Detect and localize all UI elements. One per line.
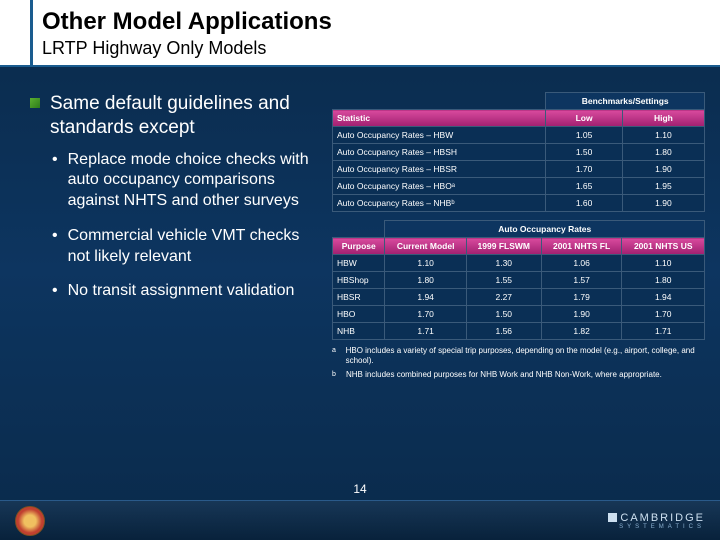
header: Other Model Applications LRTP Highway On… (0, 0, 720, 67)
table-header-row: Purpose Current Model 1999 FLSWM 2001 NH… (333, 238, 705, 255)
cell: 1.05 (546, 127, 623, 144)
cell: 1.70 (622, 306, 705, 323)
bullet-icon (30, 98, 40, 108)
table-row: Auto Occupancy Rates – HBSH1.501.80 (333, 144, 705, 161)
cell: 1.80 (622, 144, 704, 161)
logo-sub: SYSTEMATICS (608, 524, 705, 530)
footnotes: a HBO includes a variety of special trip… (332, 346, 705, 380)
footnote-text: HBO includes a variety of special trip p… (346, 346, 705, 367)
cell: 1.95 (622, 178, 704, 195)
cell: 1.70 (385, 306, 466, 323)
cell: 1.90 (541, 306, 622, 323)
cell: 1.56 (466, 323, 541, 340)
cell: 1.82 (541, 323, 622, 340)
cell: 1.94 (385, 289, 466, 306)
cell: HBO (333, 306, 385, 323)
benchmarks-table: Benchmarks/Settings Statistic Low High A… (332, 92, 705, 212)
col-header: 2001 NHTS US (622, 238, 705, 255)
cell: Auto Occupancy Rates – HBOᵃ (333, 178, 546, 195)
dot-icon: • (52, 281, 58, 302)
page-number: 14 (353, 482, 366, 496)
cell: 1.60 (546, 195, 623, 212)
footer: CAMBRIDGE SYSTEMATICS (0, 500, 720, 540)
col-header: 2001 NHTS FL (541, 238, 622, 255)
table-row: NHB1.711.561.821.71 (333, 323, 705, 340)
table-row: HBSR1.942.271.791.94 (333, 289, 705, 306)
cell: Auto Occupancy Rates – HBW (333, 127, 546, 144)
cell: HBW (333, 255, 385, 272)
cell: 1.55 (466, 272, 541, 289)
content: Same default guidelines and standards ex… (0, 67, 720, 393)
cell: 1.71 (385, 323, 466, 340)
cell: HBShop (333, 272, 385, 289)
bench-header: Benchmarks/Settings (546, 93, 705, 110)
logo-name: CAMBRIDGE (620, 512, 705, 524)
dot-icon: • (52, 226, 58, 268)
table-row: Auto Occupancy Rates – HBOᵃ1.651.95 (333, 178, 705, 195)
col-header: High (622, 110, 704, 127)
col-header: Low (546, 110, 623, 127)
cell: NHB (333, 323, 385, 340)
page-title: Other Model Applications (42, 8, 700, 36)
cell: 1.06 (541, 255, 622, 272)
cell: 1.57 (541, 272, 622, 289)
cell: 1.65 (546, 178, 623, 195)
footnote-sup: b (332, 370, 340, 380)
col-header: Statistic (333, 110, 546, 127)
cell: 1.80 (385, 272, 466, 289)
table-row: HBW1.101.301.061.10 (333, 255, 705, 272)
cell: Auto Occupancy Rates – NHBᵇ (333, 195, 546, 212)
main-bullet: Same default guidelines and standards ex… (30, 92, 320, 140)
sub-bullet-text: Replace mode choice checks with auto occ… (68, 150, 320, 212)
cell: 1.71 (622, 323, 705, 340)
cell: HBSR (333, 289, 385, 306)
left-column: Same default guidelines and standards ex… (30, 92, 320, 383)
cell: 1.94 (622, 289, 705, 306)
cambridge-logo: CAMBRIDGE SYSTEMATICS (608, 512, 705, 530)
col-header: Current Model (385, 238, 466, 255)
occupancy-table: Auto Occupancy Rates Purpose Current Mod… (332, 220, 705, 340)
page-subtitle: LRTP Highway Only Models (42, 38, 700, 59)
logo-box-icon (608, 513, 617, 522)
table-row: Auto Occupancy Rates – NHBᵇ1.601.90 (333, 195, 705, 212)
table-row: HBO1.701.501.901.70 (333, 306, 705, 323)
cell: 1.10 (622, 255, 705, 272)
table-row: Auto Occupancy Rates – HBW1.051.10 (333, 127, 705, 144)
cell: Auto Occupancy Rates – HBSH (333, 144, 546, 161)
sub-bullet-text: Commercial vehicle VMT checks not likely… (68, 226, 320, 268)
cell: 1.30 (466, 255, 541, 272)
cell: 1.80 (622, 272, 705, 289)
dot-icon: • (52, 150, 58, 212)
cell: Auto Occupancy Rates – HBSR (333, 161, 546, 178)
cell: 1.50 (546, 144, 623, 161)
footnote-sup: a (332, 346, 340, 367)
cell: 1.79 (541, 289, 622, 306)
main-bullet-text: Same default guidelines and standards ex… (50, 92, 320, 140)
sub-bullet-text: No transit assignment validation (68, 281, 295, 302)
cell: 1.90 (622, 195, 704, 212)
col-header: Purpose (333, 238, 385, 255)
footnote: b NHB includes combined purposes for NHB… (332, 370, 705, 380)
sub-bullet: • Commercial vehicle VMT checks not like… (52, 226, 320, 268)
footnote: a HBO includes a variety of special trip… (332, 346, 705, 367)
table-row: Auto Occupancy Rates – HBSR1.701.90 (333, 161, 705, 178)
cell: 1.10 (385, 255, 466, 272)
florida-seal-icon (15, 506, 45, 536)
footnote-text: NHB includes combined purposes for NHB W… (346, 370, 662, 380)
cell: 2.27 (466, 289, 541, 306)
table-row: HBShop1.801.551.571.80 (333, 272, 705, 289)
table-header-row: Statistic Low High (333, 110, 705, 127)
sub-bullet: • No transit assignment validation (52, 281, 320, 302)
cell: 1.70 (546, 161, 623, 178)
col-header: 1999 FLSWM (466, 238, 541, 255)
auto-header: Auto Occupancy Rates (385, 221, 705, 238)
sub-bullet: • Replace mode choice checks with auto o… (52, 150, 320, 212)
cell: 1.90 (622, 161, 704, 178)
cell: 1.50 (466, 306, 541, 323)
cell: 1.10 (622, 127, 704, 144)
right-column: Benchmarks/Settings Statistic Low High A… (332, 92, 705, 383)
